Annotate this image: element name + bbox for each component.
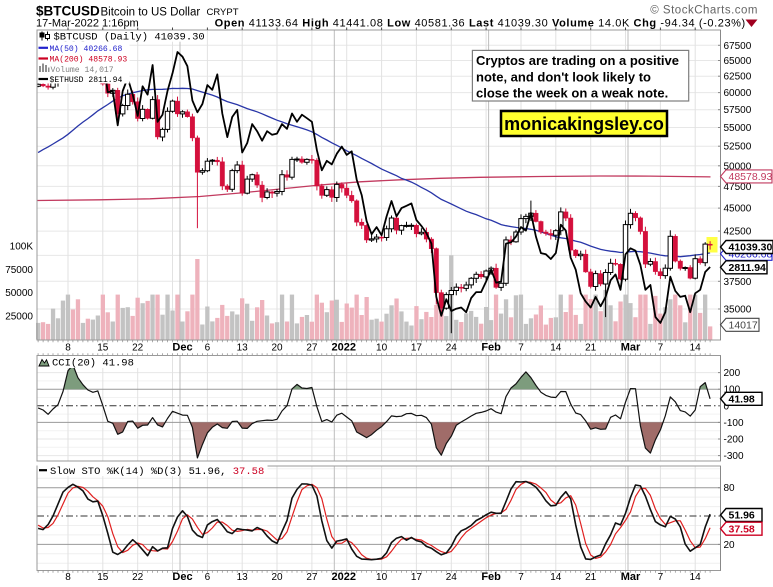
svg-text:13: 13	[237, 572, 249, 583]
svg-text:Volume 14,017: Volume 14,017	[51, 66, 114, 75]
svg-text:57500: 57500	[724, 105, 752, 116]
svg-text:MA(200) 48578.93: MA(200) 48578.93	[50, 56, 128, 65]
svg-text:67500: 67500	[724, 41, 752, 52]
svg-text:Feb: Feb	[481, 571, 501, 583]
svg-text:8: 8	[65, 342, 71, 353]
svg-text:52500: 52500	[724, 142, 752, 153]
svg-text:80: 80	[724, 483, 736, 494]
svg-text:Cryptos are trading on a posit: Cryptos are trading on a positive	[476, 53, 679, 68]
svg-text:55000: 55000	[724, 123, 752, 134]
svg-text:7: 7	[518, 572, 524, 583]
svg-text:7: 7	[658, 342, 664, 353]
svg-text:25000: 25000	[5, 312, 33, 323]
svg-text:7: 7	[658, 572, 664, 583]
svg-text:$BTCUSD (Daily) 41039.30: $BTCUSD (Daily) 41039.30	[54, 32, 205, 44]
svg-text:100K: 100K	[10, 241, 34, 252]
svg-text:20: 20	[271, 572, 283, 583]
svg-text:14: 14	[550, 342, 562, 353]
svg-text:-100: -100	[724, 418, 744, 429]
svg-text:65000: 65000	[724, 56, 752, 67]
svg-text:45000: 45000	[724, 204, 752, 215]
svg-text:close the week on a weak note.: close the week on a weak note.	[476, 86, 668, 101]
svg-text:2022: 2022	[332, 341, 356, 353]
svg-text:60000: 60000	[724, 88, 752, 99]
svg-text:Open 41133.64 High 41441.08 Lo: Open 41133.64 High 41441.08 Low 40581.36…	[215, 18, 746, 30]
svg-text:monicakingsley.co: monicakingsley.co	[504, 114, 664, 134]
svg-text:15: 15	[97, 342, 109, 353]
svg-text:10: 10	[376, 572, 388, 583]
svg-text:17: 17	[411, 342, 423, 353]
svg-text:MA(50) 40266.68: MA(50) 40266.68	[50, 45, 123, 54]
svg-text:100: 100	[724, 385, 741, 396]
svg-text:CRYPT: CRYPT	[207, 7, 239, 18]
svg-text:17-Mar-2022 1:16pm: 17-Mar-2022 1:16pm	[36, 18, 139, 30]
svg-text:27: 27	[306, 342, 318, 353]
svg-text:Slow STO %K(14) %D(3) 51.96, 3: Slow STO %K(14) %D(3) 51.96, 37.58	[50, 466, 264, 478]
svg-text:10: 10	[376, 342, 388, 353]
svg-text:41.98: 41.98	[729, 394, 755, 406]
svg-text:Feb: Feb	[481, 341, 501, 353]
svg-text:24: 24	[446, 572, 458, 583]
svg-text:Mar: Mar	[621, 571, 641, 583]
svg-text:CCI(20) 41.98: CCI(20) 41.98	[52, 358, 134, 370]
svg-text:-300: -300	[724, 451, 744, 462]
svg-text:21: 21	[585, 342, 597, 353]
svg-text:37500: 37500	[724, 277, 752, 288]
svg-text:41039.30: 41039.30	[729, 242, 773, 254]
svg-text:48578.93: 48578.93	[729, 171, 773, 183]
svg-text:21: 21	[585, 572, 597, 583]
svg-text:14: 14	[690, 572, 702, 583]
svg-text:47500: 47500	[724, 182, 752, 193]
svg-text:62500: 62500	[724, 72, 752, 83]
svg-text:22: 22	[132, 572, 144, 583]
svg-text:8: 8	[65, 572, 71, 583]
svg-text:14017: 14017	[729, 320, 758, 332]
svg-text:-200: -200	[724, 435, 744, 446]
svg-text:42500: 42500	[724, 227, 752, 238]
svg-text:© StockCharts.com: © StockCharts.com	[650, 5, 758, 17]
svg-text:14: 14	[690, 342, 702, 353]
svg-text:20: 20	[724, 540, 736, 551]
svg-text:35000: 35000	[724, 305, 752, 316]
svg-text:37.58: 37.58	[729, 523, 755, 535]
svg-text:2811.94: 2811.94	[729, 262, 767, 274]
svg-text:6: 6	[205, 572, 211, 583]
svg-text:Dec: Dec	[172, 571, 192, 583]
svg-text:51.96: 51.96	[729, 510, 755, 522]
svg-text:50000: 50000	[724, 161, 752, 172]
svg-text:15: 15	[97, 572, 109, 583]
svg-text:$BTCUSD: $BTCUSD	[36, 4, 100, 19]
svg-text:17: 17	[411, 572, 423, 583]
svg-text:50000: 50000	[5, 288, 33, 299]
svg-text:13: 13	[237, 342, 249, 353]
svg-text:0: 0	[724, 401, 730, 412]
svg-text:Mar: Mar	[621, 341, 641, 353]
svg-text:2022: 2022	[332, 571, 356, 583]
svg-text:7: 7	[518, 342, 524, 353]
svg-text:75000: 75000	[5, 265, 33, 276]
svg-text:Bitcoin to US Dollar: Bitcoin to US Dollar	[101, 7, 201, 19]
svg-text:6: 6	[205, 342, 211, 353]
svg-text:note, and don't look likely to: note, and don't look likely to	[476, 69, 651, 84]
svg-text:14: 14	[550, 572, 562, 583]
svg-text:20: 20	[271, 342, 283, 353]
svg-text:22: 22	[132, 342, 144, 353]
svg-text:24: 24	[446, 342, 458, 353]
svg-text:27: 27	[306, 572, 318, 583]
svg-text:200: 200	[724, 368, 741, 379]
svg-text:$ETHUSD 2811.94: $ETHUSD 2811.94	[50, 76, 123, 85]
svg-text:Dec: Dec	[172, 341, 192, 353]
